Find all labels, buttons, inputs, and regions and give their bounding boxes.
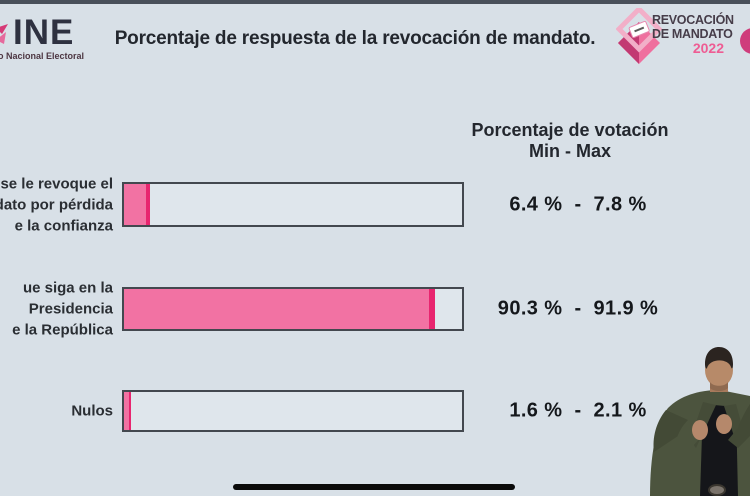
bar-value: 90.3 % - 91.9 % — [462, 298, 694, 321]
bar-label: Nulos — [0, 401, 149, 422]
value-min: 6.4 % — [509, 193, 563, 215]
bar-label-line: Presidencia — [28, 300, 113, 318]
badge-year: 2022 — [692, 40, 724, 56]
bar-label-line: Nulos — [71, 402, 113, 420]
chart-row-revoque: se le revoque el dato por pérdida e la c… — [0, 175, 750, 234]
bar-track — [122, 182, 464, 227]
badge-circle-icon — [740, 28, 750, 54]
value-header-line2: Min - Max — [528, 141, 611, 161]
chart-row-nulos: Nulos 1.6 % - 2.1 % — [0, 390, 750, 432]
bar-track — [122, 390, 464, 432]
bar-label-line: dato por pérdida — [0, 196, 113, 213]
bar-label-line: se le revoque el — [0, 175, 113, 192]
bar-track — [122, 287, 464, 331]
value-max: 91.9 % — [593, 297, 659, 320]
ine-logo: INE o Nacional Electoral — [0, 10, 110, 62]
bar-label: ue siga en la Presidencia e la República — [0, 278, 113, 341]
badge-line-1: REVOCACIÓN — [652, 13, 734, 27]
value-max: 2.1 % — [593, 399, 647, 422]
bar-label-line: e la confianza — [14, 217, 113, 234]
value-max: 7.8 % — [593, 193, 647, 215]
bar-value: 1.6 % - 2.1 % — [462, 400, 694, 423]
bar-value: 6.4 % - 7.8 % — [462, 193, 694, 216]
value-separator: - — [574, 399, 582, 422]
revocacion-badge-text: REVOCACIÓN DE MANDATO 2022 — [652, 13, 734, 56]
bar-fill-min — [124, 184, 146, 225]
sign-language-interpreter — [650, 347, 750, 496]
value-separator: - — [574, 193, 582, 215]
bar-label: se le revoque el dato por pérdida e la c… — [0, 173, 113, 236]
ine-logo-text: INE — [13, 13, 75, 52]
ballot-box-icon — [616, 8, 662, 64]
page-title: Porcentaje de respuesta de la revocación… — [114, 27, 596, 49]
value-min: 90.3 % — [497, 297, 563, 320]
top-strip — [0, 0, 750, 4]
value-separator: - — [574, 297, 582, 320]
revocacion-badge: REVOCACIÓN DE MANDATO 2022 — [614, 6, 750, 66]
bar-fill-min — [124, 392, 130, 430]
ine-logo-mark-icon — [0, 24, 8, 44]
ine-logo-subtext: o Nacional Electoral — [0, 51, 85, 61]
bar-label-line: e la República — [12, 321, 113, 339]
value-column-header: Porcentaje de votación Min - Max — [455, 120, 685, 162]
badge-line-2: DE MANDATO — [652, 26, 733, 41]
value-min: 1.6 % — [509, 399, 563, 422]
value-header-line1: Porcentaje de votación — [471, 120, 669, 140]
bar-label-line: ue siga en la — [22, 279, 113, 297]
bar-fill-min — [124, 289, 430, 329]
progress-indicator[interactable] — [233, 484, 515, 490]
chart-row-siga: ue siga en la Presidencia e la República… — [0, 280, 750, 339]
